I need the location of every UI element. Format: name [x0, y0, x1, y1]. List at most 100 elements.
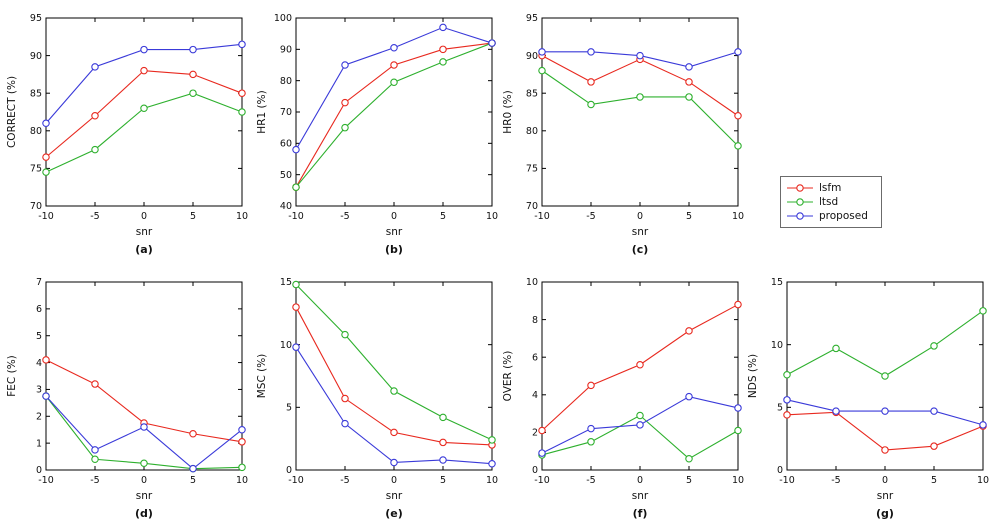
chart-svg: -10 -5 0 5 10 70 75 80 85 90 95 snr (c) HR0 (%): [502, 13, 744, 256]
data-point-lsfm: [587, 381, 595, 390]
x-axis-label: snr: [632, 226, 649, 238]
data-point-ltsd: [488, 436, 496, 444]
svg-text:95: 95: [30, 13, 42, 24]
data-point-ltsd: [734, 426, 742, 435]
data-point-proposed: [439, 23, 447, 32]
data-point-lsfm: [734, 112, 742, 120]
svg-text:-10: -10: [779, 475, 795, 486]
panel-label: (c): [632, 243, 649, 256]
svg-text:90: 90: [280, 45, 292, 56]
data-point-ltsd: [832, 344, 840, 353]
data-point-proposed: [390, 44, 398, 52]
data-point-proposed: [189, 464, 197, 473]
data-point-lsfm: [238, 438, 246, 446]
data-point-ltsd: [91, 455, 99, 464]
data-point-ltsd: [42, 168, 50, 176]
data-point-lsfm: [734, 300, 742, 309]
data-point-lsfm: [91, 380, 99, 388]
svg-text:75: 75: [526, 164, 538, 175]
data-point-lsfm: [341, 394, 349, 403]
svg-text:10: 10: [486, 475, 498, 486]
data-point-proposed: [587, 424, 595, 433]
data-point-proposed: [238, 425, 246, 434]
data-point-ltsd: [390, 387, 398, 395]
svg-text:2: 2: [36, 411, 42, 422]
data-point-proposed: [189, 45, 197, 54]
data-point-lsfm: [783, 411, 791, 419]
data-point-proposed: [587, 48, 595, 56]
svg-text:-5: -5: [586, 475, 595, 486]
data-point-proposed: [140, 45, 148, 54]
svg-text:10: 10: [732, 475, 744, 486]
data-point-ltsd: [636, 411, 644, 420]
svg-text:-5: -5: [90, 475, 99, 486]
data-point-proposed: [685, 63, 693, 71]
subplot-fec: -10 -5 0 5 10 0 1 2 3 4 5 6 7 snr (d) FEC (%): [4, 270, 250, 522]
svg-text:5: 5: [931, 475, 937, 486]
series-line-ltsd: [45, 395, 243, 470]
data-point-proposed: [636, 51, 644, 60]
data-point-lsfm: [538, 426, 546, 435]
y-axis-label: NDS (%): [747, 354, 759, 398]
data-point-lsfm: [91, 112, 99, 120]
data-point-ltsd: [91, 145, 99, 154]
data-point-proposed: [91, 446, 99, 454]
data-point-ltsd: [140, 104, 148, 112]
svg-text:10: 10: [526, 277, 538, 288]
x-axis-label: snr: [386, 490, 403, 502]
y-axis-label: MSC (%): [256, 354, 268, 399]
svg-text:10: 10: [771, 340, 783, 351]
svg-text:0: 0: [391, 475, 397, 486]
svg-text:80: 80: [30, 126, 42, 137]
svg-text:8: 8: [532, 315, 538, 326]
svg-text:70: 70: [526, 201, 538, 212]
data-point-ltsd: [587, 100, 595, 109]
svg-text:40: 40: [280, 201, 292, 212]
svg-text:70: 70: [280, 107, 292, 118]
data-point-ltsd: [881, 372, 889, 380]
svg-text:5: 5: [686, 211, 692, 222]
svg-text:4: 4: [36, 358, 42, 369]
data-point-lsfm: [390, 428, 398, 437]
legend-item-ltsd: ltsd: [785, 195, 875, 209]
data-point-proposed: [140, 423, 148, 431]
data-point-proposed: [734, 404, 742, 412]
y-axis-label: FEC (%): [6, 355, 18, 397]
data-point-lsfm: [685, 327, 693, 335]
svg-text:90: 90: [30, 51, 42, 62]
data-point-lsfm: [390, 61, 398, 69]
svg-text:60: 60: [280, 139, 292, 150]
data-point-proposed: [881, 407, 889, 415]
panel-label: (b): [385, 243, 403, 256]
data-point-ltsd: [292, 183, 300, 191]
legend-label-proposed: proposed: [819, 210, 868, 222]
series-line-lsfm: [541, 55, 739, 117]
subplot-hr1: -10 -5 0 5 10 40 50 60 70 80 90 100 snr (b) HR1 (%): [254, 6, 500, 258]
svg-text:85: 85: [30, 88, 42, 99]
data-point-proposed: [783, 396, 791, 404]
data-point-proposed: [439, 456, 447, 464]
svg-text:0: 0: [882, 475, 888, 486]
data-point-ltsd: [734, 142, 742, 150]
chart-svg: -10 -5 0 5 10 0 2 4 6 8 10 snr (f) OVER (%): [502, 277, 744, 520]
data-point-proposed: [238, 40, 246, 49]
svg-text:1: 1: [36, 438, 42, 449]
data-point-ltsd: [930, 342, 938, 350]
svg-text:0: 0: [391, 211, 397, 222]
svg-text:75: 75: [30, 164, 42, 175]
data-point-ltsd: [538, 66, 546, 75]
data-point-proposed: [341, 419, 349, 428]
svg-text:-5: -5: [90, 211, 99, 222]
data-point-proposed: [538, 48, 546, 56]
svg-text:-10: -10: [534, 211, 550, 222]
data-point-ltsd: [979, 307, 987, 315]
svg-text:7: 7: [36, 277, 42, 288]
svg-text:0: 0: [777, 465, 783, 476]
data-point-lsfm: [292, 303, 300, 311]
legend-marker-proposed: [787, 212, 813, 220]
legend-marker-ltsd: [787, 198, 813, 206]
x-axis-label: snr: [632, 490, 649, 502]
svg-text:3: 3: [36, 385, 42, 396]
svg-text:80: 80: [280, 76, 292, 87]
svg-text:-10: -10: [288, 211, 304, 222]
